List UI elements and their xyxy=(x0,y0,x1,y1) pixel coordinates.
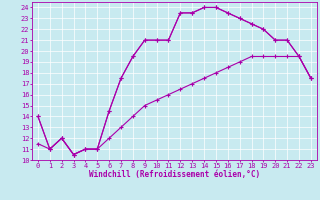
X-axis label: Windchill (Refroidissement éolien,°C): Windchill (Refroidissement éolien,°C) xyxy=(89,170,260,179)
